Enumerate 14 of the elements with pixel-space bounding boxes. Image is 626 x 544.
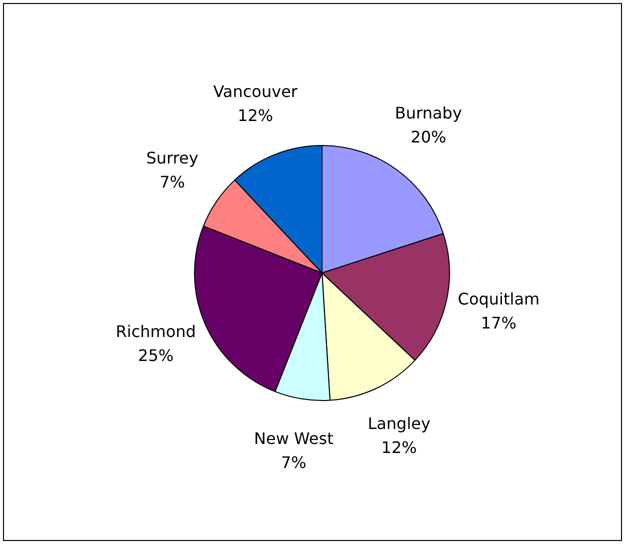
- data-label: 17%: [480, 314, 516, 333]
- data-label: 7%: [280, 452, 306, 472]
- slice-label: New West: [254, 428, 334, 448]
- data-label: 7%: [160, 172, 185, 192]
- data-label: 12%: [238, 106, 274, 125]
- slice-label: Burnaby: [394, 104, 462, 123]
- data-label: 20%: [410, 128, 446, 147]
- slice-label: Richmond: [116, 322, 196, 342]
- data-label: 25%: [138, 346, 174, 366]
- slice-label: Coquitlam: [458, 290, 540, 309]
- slice-label: Surrey: [146, 148, 198, 168]
- slice-label: Langley: [368, 414, 430, 433]
- slice-label: Vancouver: [213, 82, 298, 101]
- data-label: 12%: [381, 438, 417, 457]
